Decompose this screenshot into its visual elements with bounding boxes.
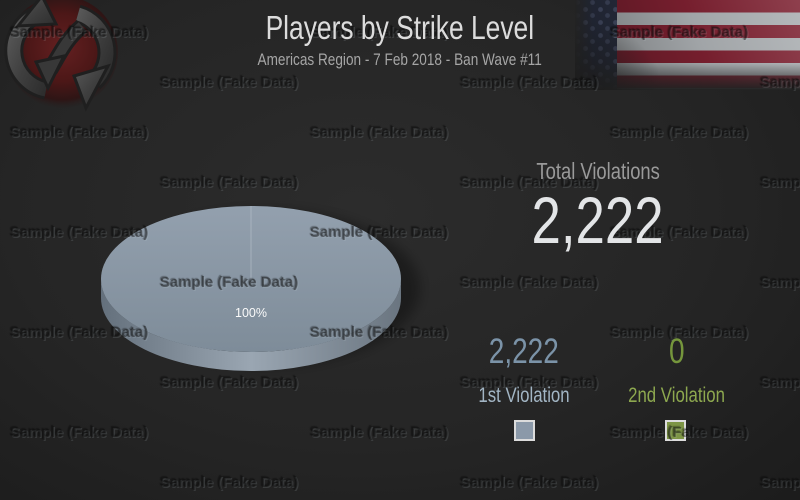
pie-chart: 100% bbox=[101, 206, 420, 371]
watermark-text: Sample (Fake Data) bbox=[310, 424, 449, 441]
total-violations-block: Total Violations 2,222 bbox=[448, 158, 748, 253]
stat-first-violation: 2,222 1st Violation bbox=[424, 332, 624, 408]
watermark-text: Sample (Fake Data) bbox=[460, 274, 599, 291]
us-flag-icon bbox=[575, 0, 800, 90]
second-violation-count: 0 bbox=[669, 332, 685, 371]
header: Players by Strike Level Americas Region … bbox=[0, 0, 800, 70]
watermark-text: Sample (Fake Data) bbox=[760, 174, 800, 191]
watermark-text: Sample (Fake Data) bbox=[610, 124, 749, 141]
page-subtitle: Americas Region - 7 Feb 2018 - Ban Wave … bbox=[257, 50, 543, 69]
watermark-text: Sample (Fake Data) bbox=[760, 474, 800, 491]
page-title: Players by Strike Level bbox=[265, 9, 535, 46]
legend-swatch-first-violation bbox=[514, 420, 535, 441]
legend-swatch-second-violation bbox=[665, 420, 686, 441]
watermark-text: Sample (Fake Data) bbox=[160, 74, 299, 91]
watermark-text: Sample (Fake Data) bbox=[760, 274, 800, 291]
total-violations-label: Total Violations bbox=[536, 158, 660, 184]
flag-edge-fade bbox=[575, 0, 800, 90]
watermark-text: Sample (Fake Data) bbox=[160, 474, 299, 491]
watermark-text: Sample (Fake Data) bbox=[460, 474, 599, 491]
total-violations-value: 2,222 bbox=[531, 183, 665, 257]
watermark-text: Sample (Fake Data) bbox=[310, 124, 449, 141]
stat-second-violation: 0 2nd Violation bbox=[577, 332, 777, 408]
first-violation-label: 1st Violation bbox=[478, 383, 570, 407]
pie-slice-label: 100% bbox=[235, 306, 267, 320]
circular-arrows-logo-icon bbox=[4, 0, 118, 112]
watermark-text: Sample (Fake Data) bbox=[10, 124, 149, 141]
second-violation-label: 2nd Violation bbox=[628, 383, 726, 407]
pie-rim bbox=[101, 279, 401, 371]
first-violation-count: 2,222 bbox=[488, 332, 560, 371]
watermark-text: Sample (Fake Data) bbox=[10, 424, 149, 441]
